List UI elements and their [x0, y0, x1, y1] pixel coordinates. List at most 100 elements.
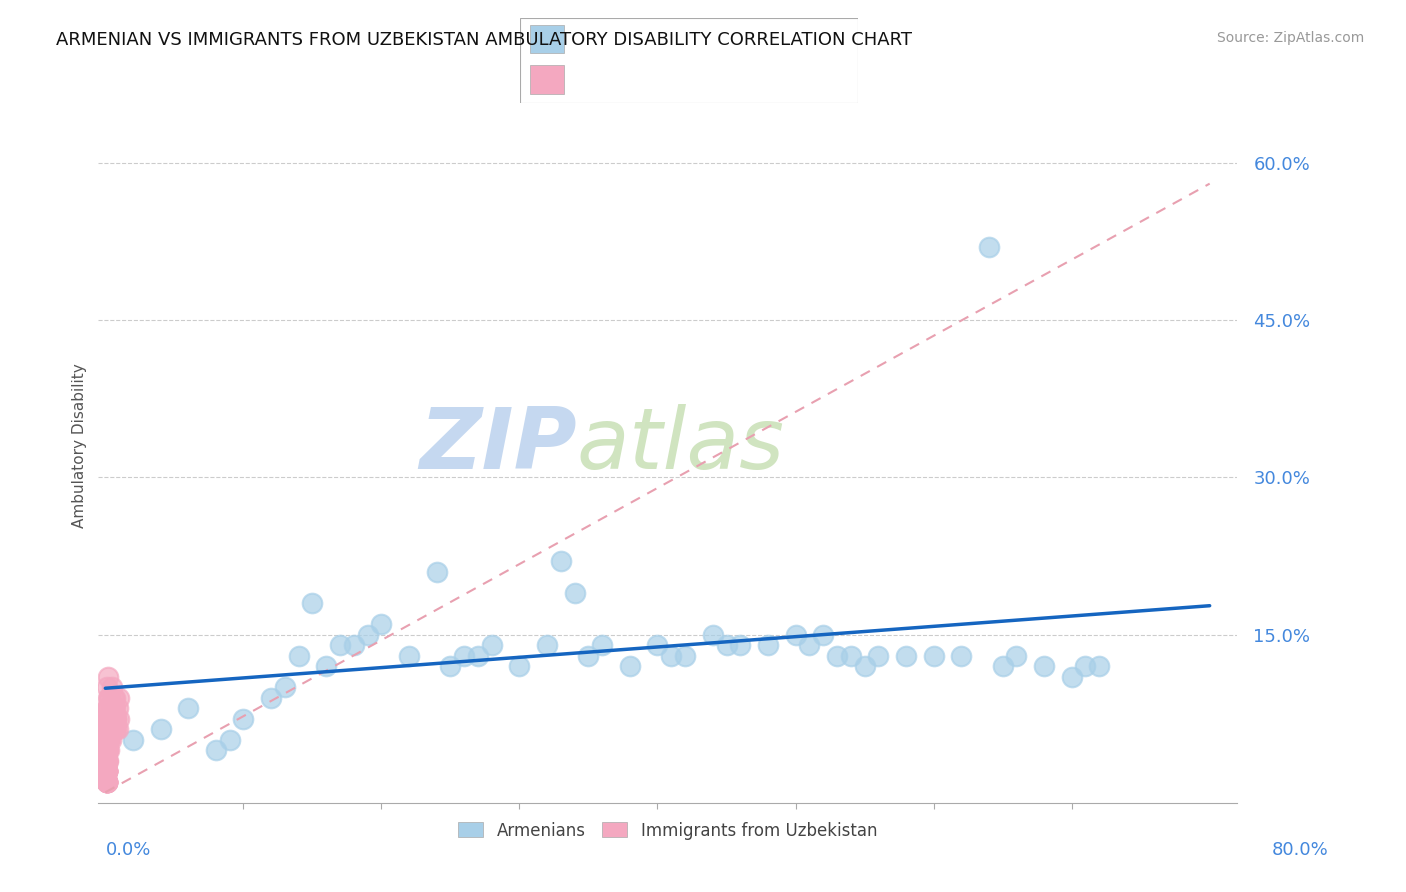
Point: [98, 732, 121, 747]
Point: [439, 659, 461, 673]
Point: [301, 596, 323, 610]
FancyBboxPatch shape: [530, 65, 564, 95]
Point: [839, 648, 862, 663]
Point: [98, 690, 121, 705]
Point: [659, 648, 682, 663]
Point: [100, 723, 122, 737]
Point: [716, 639, 738, 653]
Point: [96, 764, 118, 779]
Point: [950, 648, 973, 663]
Point: [96, 754, 118, 768]
Point: [104, 723, 127, 737]
Point: [1005, 648, 1028, 663]
Point: [894, 648, 917, 663]
Point: [96, 774, 118, 789]
Point: [96, 774, 118, 789]
Text: ZIP: ZIP: [419, 404, 576, 488]
Point: [105, 723, 128, 737]
Point: [97, 701, 120, 715]
Point: [536, 639, 558, 653]
Point: [98, 712, 121, 726]
Point: [98, 732, 121, 747]
Point: [232, 712, 254, 726]
Point: [177, 701, 200, 715]
Point: [100, 723, 122, 737]
Point: [107, 723, 129, 737]
Point: [453, 648, 475, 663]
Point: [96, 764, 118, 779]
Point: [1033, 659, 1056, 673]
Point: [1060, 670, 1083, 684]
Point: [96, 681, 118, 695]
Point: [96, 732, 118, 747]
Point: [98, 743, 121, 757]
Point: [97, 712, 120, 726]
Point: [702, 628, 724, 642]
Point: [564, 586, 586, 600]
Point: [100, 701, 122, 715]
Point: [329, 639, 352, 653]
Point: [508, 659, 530, 673]
Point: [98, 712, 121, 726]
Point: [730, 639, 752, 653]
Y-axis label: Ambulatory Disability: Ambulatory Disability: [72, 364, 87, 528]
Text: 80: 80: [766, 70, 787, 88]
Point: [287, 648, 309, 663]
Point: [97, 690, 120, 705]
FancyBboxPatch shape: [520, 18, 858, 103]
Point: [96, 743, 118, 757]
Point: [96, 764, 118, 779]
Point: [149, 723, 172, 737]
Point: [204, 743, 226, 757]
Point: [96, 764, 118, 779]
Point: [426, 565, 449, 579]
Point: [96, 774, 118, 789]
Point: [96, 723, 118, 737]
Point: [977, 239, 1000, 253]
Point: [103, 701, 125, 715]
Point: [97, 732, 120, 747]
Point: [97, 712, 120, 726]
Point: [96, 712, 118, 726]
Point: [105, 712, 128, 726]
Point: [218, 732, 240, 747]
Point: [96, 774, 118, 789]
Point: [96, 723, 118, 737]
Point: [96, 723, 118, 737]
Point: [96, 743, 118, 757]
Point: [96, 701, 118, 715]
Point: [853, 659, 876, 673]
Point: [108, 712, 131, 726]
Point: [550, 554, 572, 568]
Point: [799, 639, 821, 653]
Point: [1088, 659, 1111, 673]
Point: [1074, 659, 1097, 673]
Point: [96, 732, 118, 747]
Point: [343, 639, 366, 653]
Point: [96, 743, 118, 757]
Point: [96, 743, 118, 757]
Point: [103, 690, 125, 705]
Legend: Armenians, Immigrants from Uzbekistan: Armenians, Immigrants from Uzbekistan: [450, 814, 886, 848]
Point: [578, 648, 600, 663]
Point: [96, 754, 118, 768]
Point: [96, 764, 118, 779]
Point: [97, 732, 120, 747]
Point: [104, 690, 127, 705]
Point: [103, 712, 125, 726]
Point: [96, 754, 118, 768]
Point: [101, 681, 124, 695]
Point: [96, 774, 118, 789]
Point: [756, 639, 779, 653]
Text: 0.0%: 0.0%: [105, 840, 150, 858]
Text: ARMENIAN VS IMMIGRANTS FROM UZBEKISTAN AMBULATORY DISABILITY CORRELATION CHART: ARMENIAN VS IMMIGRANTS FROM UZBEKISTAN A…: [56, 31, 912, 49]
Point: [96, 743, 118, 757]
Point: [481, 639, 503, 653]
Point: [96, 764, 118, 779]
Text: Source: ZipAtlas.com: Source: ZipAtlas.com: [1216, 31, 1364, 45]
Point: [100, 723, 122, 737]
Point: [785, 628, 807, 642]
Point: [97, 723, 120, 737]
Text: N =: N =: [716, 31, 749, 46]
Point: [96, 754, 118, 768]
